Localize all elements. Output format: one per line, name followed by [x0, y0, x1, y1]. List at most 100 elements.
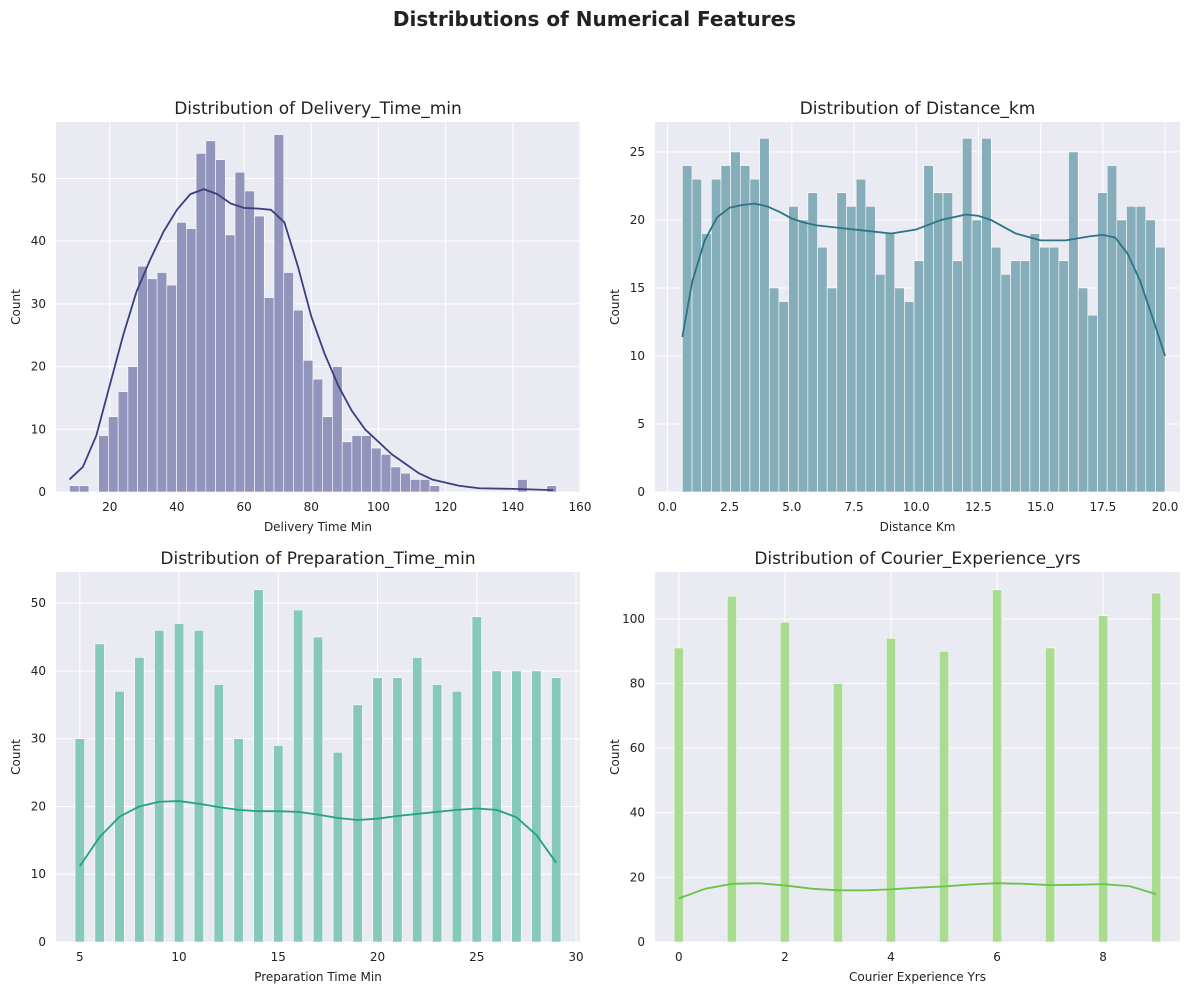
histogram-bar [137, 265, 148, 493]
histogram-bar [1097, 192, 1108, 493]
histogram-bar [432, 684, 443, 943]
y-axis-label: Count [9, 289, 23, 325]
histogram-bar [952, 260, 963, 493]
chart-panel: 20 40 60 80 100 120 140 160 0 10 20 30 40 50 Distribut… [9, 99, 591, 534]
x-tick-label: 80 [304, 500, 319, 514]
histogram-bar [923, 165, 934, 493]
histogram-bar [962, 138, 973, 493]
histogram-bar [233, 738, 244, 943]
x-tick-label: 40 [169, 500, 184, 514]
y-tick-label: 60 [630, 741, 645, 755]
histogram-bar [1000, 274, 1011, 493]
histogram-bar [273, 745, 284, 943]
histogram-bars [74, 589, 562, 943]
histogram-bar [673, 647, 684, 943]
x-tick-label: 7.5 [845, 500, 864, 514]
histogram-bar [531, 670, 542, 943]
y-tick-label: 10 [630, 349, 645, 363]
histogram-bar [173, 623, 185, 943]
y-tick-label: 20 [31, 799, 46, 813]
histogram-bar [1029, 233, 1040, 493]
histogram-bar [94, 643, 105, 943]
y-tick-label: 0 [38, 935, 46, 949]
y-tick-label: 50 [31, 171, 46, 185]
histogram-bar [1010, 260, 1021, 493]
chart-title: Distribution of Preparation_Time_min [160, 549, 475, 569]
x-tick-label: 10 [171, 950, 186, 964]
histogram-bar [797, 219, 809, 493]
histogram-bar [213, 684, 224, 943]
histogram-bars [682, 138, 1166, 493]
histogram-bar [1135, 206, 1147, 493]
histogram-bar [117, 391, 129, 493]
histogram-bar [894, 287, 905, 493]
histogram-bar [176, 222, 187, 493]
histogram-bar [846, 206, 857, 493]
histogram-bar [253, 589, 264, 943]
histogram-bar [904, 301, 915, 493]
histogram-bar [471, 616, 482, 943]
y-axis-label: Count [9, 739, 23, 775]
histogram-bar [166, 284, 177, 493]
kde-line [678, 882, 1157, 900]
x-axis-label: Preparation Time Min [254, 970, 382, 984]
plot-area [655, 572, 1180, 942]
histogram-bar [224, 234, 236, 493]
chart-title: Distribution of Courier_Experience_yrs [754, 549, 1080, 569]
histogram-bar [390, 466, 401, 493]
y-axis-label: Count [608, 739, 622, 775]
histogram-bar [312, 636, 324, 943]
histogram-bar [691, 178, 702, 493]
histogram-bar [491, 670, 502, 943]
histogram-bar [546, 485, 557, 493]
histogram-bar [332, 751, 343, 943]
histogram-bar [1151, 592, 1162, 943]
x-axis-label: Distance Km [880, 520, 956, 534]
histogram-bar [127, 366, 138, 493]
histogram-bar [788, 206, 799, 493]
histogram-bar [938, 650, 950, 943]
histogram-bar [1058, 260, 1069, 493]
x-tick-label: 25 [469, 950, 484, 964]
y-tick-label: 40 [31, 234, 46, 248]
histogram-bar [1145, 219, 1156, 493]
histogram-bar [768, 287, 780, 493]
chart-panel: 5 10 15 20 25 30 0 10 20 30 40 50 Distribution of Pr… [9, 549, 584, 984]
histogram-bar [942, 192, 953, 493]
histogram-bar [885, 637, 897, 943]
histogram-bar [1126, 206, 1137, 493]
histogram-bar [215, 159, 226, 493]
histogram-bar [134, 657, 145, 943]
y-tick-label: 20 [31, 360, 46, 374]
x-tick-label: 15.0 [1027, 500, 1054, 514]
x-tick-label: 6 [993, 950, 1001, 964]
histogram-bar [361, 435, 372, 493]
histogram-bar [517, 479, 528, 493]
x-tick-label: 140 [501, 500, 524, 514]
histogram-bar [351, 435, 362, 493]
histogram-bar [293, 309, 304, 493]
histogram-bar [807, 192, 818, 493]
y-tick-label: 0 [38, 485, 46, 499]
histogram-bar [392, 677, 403, 943]
x-tick-label: 20 [102, 500, 117, 514]
y-tick-label: 20 [630, 213, 645, 227]
y-tick-label: 15 [630, 281, 645, 295]
histogram-bar [1098, 615, 1109, 943]
histogram-bar [283, 272, 294, 493]
histogram-bar [739, 165, 751, 493]
histogram-bar [990, 246, 1002, 493]
histogram-bar [1116, 219, 1127, 493]
x-tick-label: 5.0 [782, 500, 801, 514]
x-tick-label: 60 [236, 500, 251, 514]
histogram-bar [759, 138, 770, 493]
x-axis-label: Courier Experience Yrs [849, 970, 986, 984]
x-tick-label: 15 [271, 950, 286, 964]
histogram-bars [69, 134, 557, 493]
y-tick-label: 30 [31, 732, 46, 746]
histogram-bar [380, 454, 392, 493]
histogram-bar [701, 233, 712, 493]
histogram-bar [108, 416, 119, 493]
